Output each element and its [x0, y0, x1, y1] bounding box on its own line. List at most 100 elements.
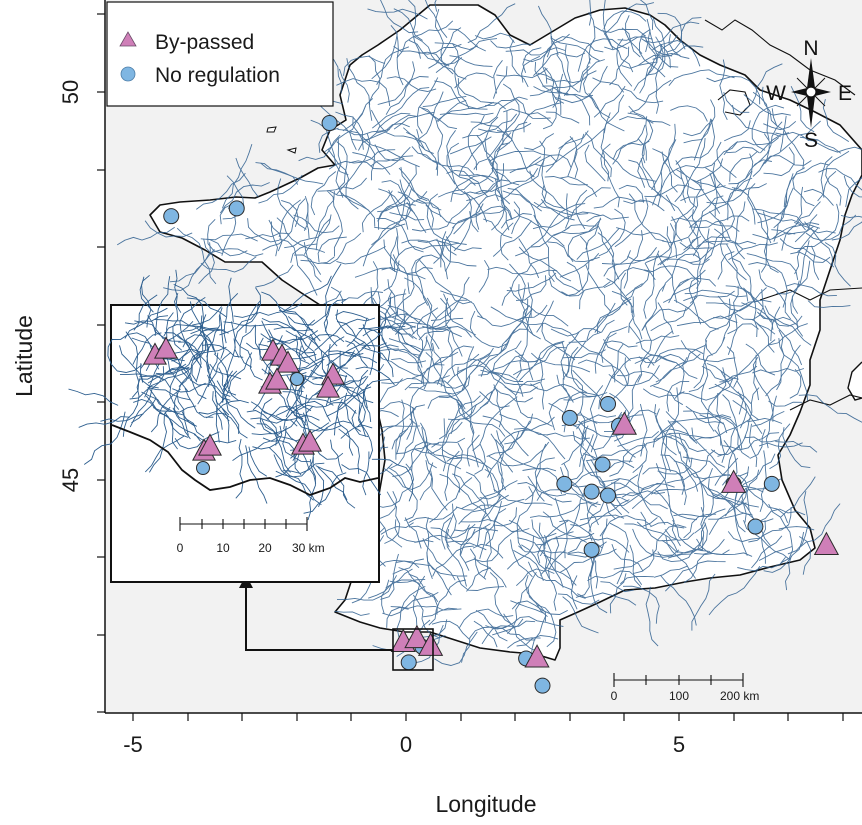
river-segment [544, 568, 557, 611]
river-segment [315, 218, 331, 251]
river-segment [274, 377, 307, 434]
river-segment [441, 517, 452, 550]
river-segment [708, 487, 748, 535]
inset-scale-label: 30 km [292, 541, 325, 555]
river-segment [370, 292, 418, 340]
river-segment [609, 46, 630, 86]
river-segment [735, 313, 776, 335]
river-segment [540, 198, 573, 216]
river-segment [559, 548, 617, 574]
river-segment [426, 193, 459, 244]
river-segment [691, 427, 726, 468]
river-segment [617, 430, 660, 447]
river-segment [557, 593, 600, 605]
river-segment [219, 287, 261, 336]
river-segment [666, 226, 672, 261]
river-segment [602, 0, 614, 50]
river-segment [536, 489, 601, 506]
river-segment [568, 319, 615, 343]
river-segment [719, 339, 776, 383]
river-segment [500, 213, 532, 229]
river-segment [411, 293, 452, 336]
river-segment [722, 298, 731, 343]
river-segment [338, 68, 350, 103]
river-segment [625, 262, 650, 297]
river-segment [674, 138, 706, 203]
river-segment [444, 450, 460, 502]
river-segment [211, 248, 264, 257]
river-segment [394, 301, 426, 335]
river-segment [542, 33, 570, 84]
inset-site-bypassed [316, 375, 340, 398]
river-segment [598, 343, 624, 410]
river-segment [614, 482, 630, 514]
border-line [789, 394, 862, 411]
river-segment [641, 283, 666, 331]
river-segment [336, 575, 397, 601]
compass-e: E [838, 82, 852, 105]
river-segment [68, 388, 119, 406]
river-segment [590, 553, 599, 589]
river-segment [460, 523, 491, 555]
river-segment [603, 150, 657, 182]
river-segment [422, 95, 467, 108]
river-segment [223, 292, 239, 344]
river-segment [542, 85, 594, 98]
river-segment [493, 60, 503, 94]
river-segment [374, 401, 416, 410]
river-segment [496, 616, 564, 630]
river-segment [169, 242, 211, 283]
site-bypassed [611, 411, 638, 435]
river-segment [125, 331, 140, 398]
river-segment [235, 438, 244, 499]
river-segment [776, 329, 785, 391]
river-segment [469, 310, 507, 348]
river-segment [141, 391, 171, 413]
river-segment [601, 250, 631, 265]
river-segment [420, 619, 448, 638]
river-segment [205, 412, 248, 439]
river-segment [509, 263, 526, 304]
river-segment [676, 169, 726, 189]
river-segment [785, 555, 792, 591]
river-segment [268, 219, 283, 252]
river-segment [336, 246, 386, 265]
river-segment [758, 442, 803, 448]
river-segment [447, 331, 456, 376]
river-segment [503, 613, 539, 653]
river-segment [621, 27, 641, 58]
river-segment [176, 357, 231, 397]
river-segment [625, 15, 643, 55]
river-segment [752, 232, 796, 241]
river-segment [530, 203, 586, 247]
river-segment [577, 38, 628, 72]
river-segment [261, 291, 307, 346]
river-segment [281, 199, 299, 227]
channel-island [286, 147, 297, 154]
river-segment [719, 59, 728, 120]
river-segment [196, 172, 246, 210]
site-noregulation [747, 518, 764, 535]
river-segment [389, 236, 398, 271]
river-segment [259, 398, 273, 435]
river-segment [477, 113, 518, 132]
river-segment [279, 238, 318, 296]
river-segment [459, 608, 514, 628]
river-segment [638, 353, 687, 364]
river-segment [600, 143, 620, 208]
river-segment [495, 188, 510, 231]
river-segment [446, 142, 467, 195]
river-segment [628, 193, 665, 242]
river-segment [588, 0, 592, 26]
river-segment [807, 300, 851, 308]
river-segment [327, 149, 359, 210]
river-segment [545, 566, 577, 586]
river-segment [406, 384, 426, 440]
river-segment [377, 61, 416, 105]
river-segment [667, 436, 691, 463]
river-segment [758, 546, 793, 561]
river-segment [496, 121, 528, 153]
river-segment [459, 523, 476, 571]
river-segment [452, 473, 487, 521]
river-segment [792, 167, 815, 207]
